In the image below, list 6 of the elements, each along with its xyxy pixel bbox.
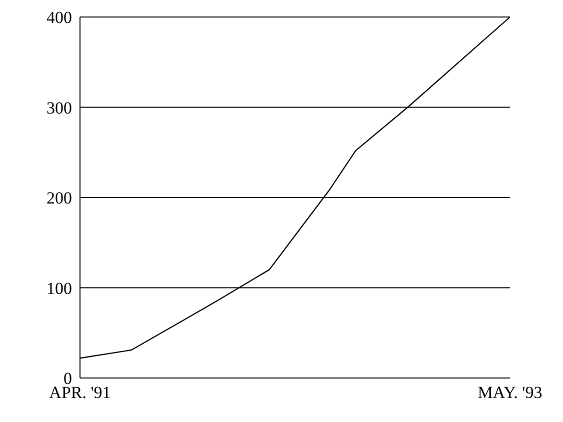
x-tick-label: MAY. '93 — [478, 383, 542, 402]
y-tick-label: 300 — [46, 98, 72, 118]
x-tick-label: APR. '91 — [49, 383, 111, 402]
y-tick-label: 200 — [46, 188, 72, 208]
y-tick-label: 100 — [46, 278, 72, 298]
y-tick-label: 400 — [46, 8, 72, 28]
